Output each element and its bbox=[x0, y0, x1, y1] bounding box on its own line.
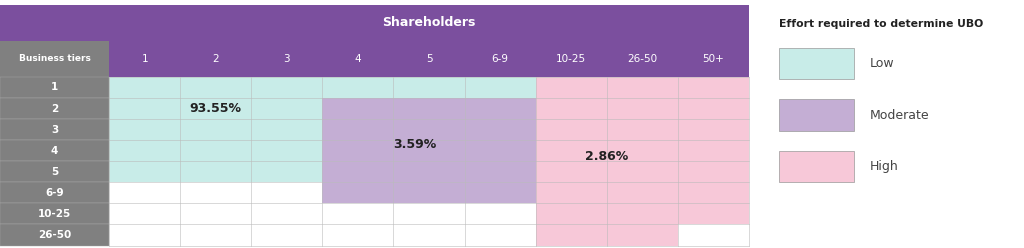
Bar bbox=[536, 182, 749, 203]
Bar bbox=[0, 98, 110, 119]
Text: 26-50: 26-50 bbox=[627, 54, 657, 64]
Bar bbox=[779, 151, 854, 182]
Bar bbox=[0, 182, 110, 203]
Bar bbox=[0, 161, 110, 182]
Bar bbox=[0, 119, 110, 140]
Text: 5: 5 bbox=[426, 54, 432, 64]
Bar bbox=[536, 140, 749, 161]
Bar bbox=[110, 98, 323, 119]
Bar bbox=[323, 182, 536, 203]
Bar bbox=[110, 161, 393, 182]
Text: Low: Low bbox=[869, 57, 894, 70]
Text: 3: 3 bbox=[51, 124, 58, 135]
Text: 10-25: 10-25 bbox=[556, 54, 586, 64]
Text: Business tiers: Business tiers bbox=[18, 54, 90, 63]
Text: 2: 2 bbox=[212, 54, 219, 64]
Bar bbox=[323, 140, 536, 161]
Text: Effort required to determine UBO: Effort required to determine UBO bbox=[779, 19, 983, 29]
Bar bbox=[110, 140, 393, 161]
Text: 26-50: 26-50 bbox=[38, 230, 72, 240]
Bar bbox=[0, 41, 110, 77]
Bar bbox=[536, 203, 749, 224]
Text: 6-9: 6-9 bbox=[45, 188, 63, 198]
Bar bbox=[536, 224, 678, 246]
Text: 93.55%: 93.55% bbox=[189, 102, 242, 115]
Text: 1: 1 bbox=[141, 54, 148, 64]
Text: 1: 1 bbox=[51, 82, 58, 93]
Text: 5: 5 bbox=[51, 167, 58, 177]
Bar bbox=[779, 99, 854, 131]
Bar bbox=[536, 119, 749, 140]
Text: Moderate: Moderate bbox=[869, 109, 929, 122]
Bar bbox=[779, 48, 854, 79]
Text: High: High bbox=[869, 160, 898, 173]
Text: 10-25: 10-25 bbox=[38, 209, 72, 219]
Bar bbox=[323, 161, 536, 182]
Text: 2.86%: 2.86% bbox=[585, 151, 629, 163]
Bar bbox=[0, 203, 110, 224]
Bar bbox=[110, 77, 536, 98]
Text: 4: 4 bbox=[51, 146, 58, 156]
Text: 6-9: 6-9 bbox=[492, 54, 509, 64]
Text: 3: 3 bbox=[284, 54, 290, 64]
Bar bbox=[110, 41, 749, 77]
Bar bbox=[323, 98, 536, 140]
Bar bbox=[0, 5, 110, 41]
Text: 2: 2 bbox=[51, 103, 58, 114]
Bar bbox=[0, 77, 110, 98]
Bar bbox=[536, 161, 749, 182]
Bar bbox=[0, 140, 110, 161]
Bar bbox=[110, 119, 323, 140]
Bar bbox=[536, 98, 749, 119]
Text: 50+: 50+ bbox=[702, 54, 724, 64]
Bar bbox=[536, 77, 749, 98]
Text: 4: 4 bbox=[354, 54, 361, 64]
Bar bbox=[0, 224, 110, 246]
Bar bbox=[110, 5, 749, 41]
Text: 3.59%: 3.59% bbox=[393, 138, 436, 151]
Text: Shareholders: Shareholders bbox=[382, 16, 476, 30]
